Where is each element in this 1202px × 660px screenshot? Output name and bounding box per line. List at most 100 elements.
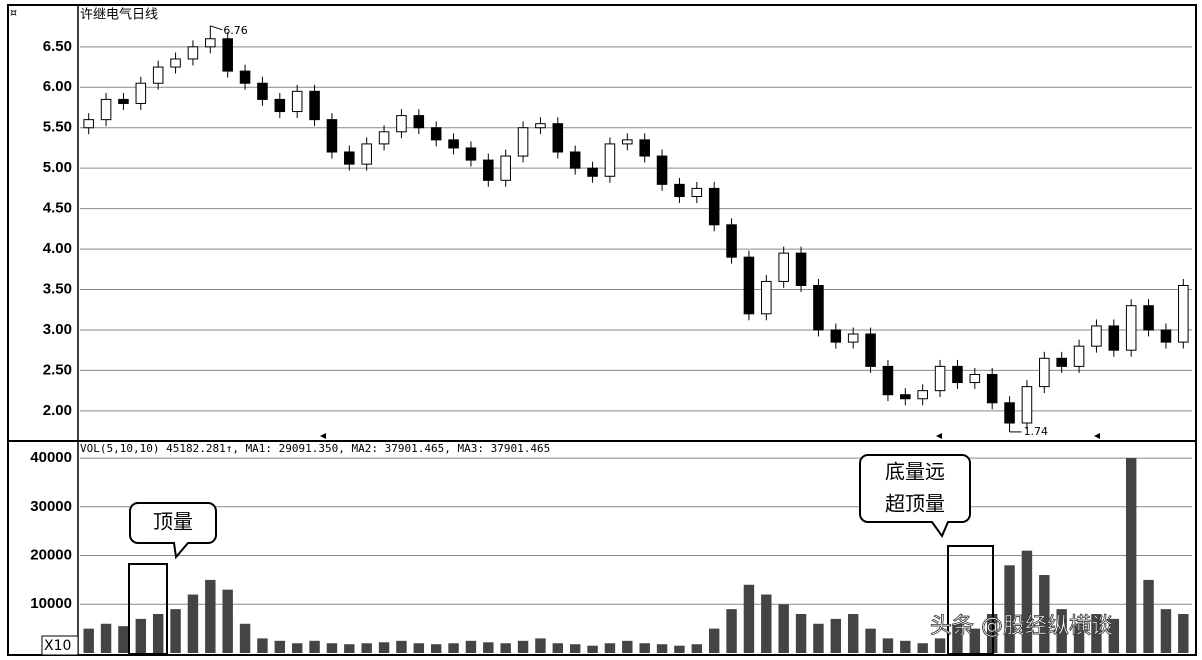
y-tick-label: 30000 xyxy=(30,498,72,515)
marker xyxy=(1094,433,1100,439)
candle-body xyxy=(778,252,789,282)
volume-bar xyxy=(83,628,94,653)
candle-body xyxy=(448,139,459,149)
volume-bar xyxy=(1056,609,1067,653)
volume-bar xyxy=(1073,623,1085,653)
candle-body xyxy=(639,139,650,157)
volume-bar xyxy=(135,618,147,653)
volume-bar xyxy=(761,594,772,653)
volume-bar xyxy=(952,623,963,653)
candle-body xyxy=(135,82,147,104)
volume-bar xyxy=(291,643,303,653)
y-tick-label: 2.50 xyxy=(43,361,72,378)
candle-body xyxy=(708,187,720,226)
volume-bar xyxy=(1021,550,1033,653)
y-tick-label: 2.00 xyxy=(43,402,72,419)
volume-bar xyxy=(1108,618,1120,653)
candle-body xyxy=(830,329,842,343)
candle-body xyxy=(622,139,633,145)
watermark: 头条 @股经纵横谈 xyxy=(930,614,1113,639)
volume-bar xyxy=(604,643,616,653)
candle-body xyxy=(483,159,494,181)
candle-body xyxy=(378,131,390,145)
candle-body xyxy=(274,98,286,113)
candle-body xyxy=(535,123,546,129)
volume-bar xyxy=(274,640,286,653)
candle-body xyxy=(969,373,981,384)
candle-body xyxy=(500,155,511,181)
volume-bar xyxy=(639,643,650,653)
corner-icon: ¤ xyxy=(10,6,17,19)
candle-body xyxy=(917,390,928,400)
candle-body xyxy=(1039,357,1050,388)
y-tick-label: 3.00 xyxy=(43,321,72,338)
volume-bar xyxy=(1143,579,1154,653)
candle-body xyxy=(569,151,581,169)
volume-bar xyxy=(813,623,824,653)
marker xyxy=(936,433,942,439)
volume-header: VOL(5,10,10) 45182.281↑, MA1: 29091.350,… xyxy=(80,442,550,455)
volume-bar xyxy=(378,642,390,653)
volume-bar xyxy=(430,644,442,653)
candle-body xyxy=(1178,284,1189,343)
candle-body xyxy=(552,123,564,153)
y-tick-label: 20000 xyxy=(30,547,72,564)
candle-body xyxy=(239,70,251,84)
candle-body xyxy=(761,280,772,315)
candle-body xyxy=(100,98,112,121)
volume-bar xyxy=(344,644,355,653)
candle-body xyxy=(83,119,94,129)
annotation: 底量远 xyxy=(885,460,945,484)
candle-body xyxy=(865,333,876,367)
volume-bar xyxy=(1091,614,1102,653)
candle-body xyxy=(1108,325,1120,351)
volume-bar xyxy=(1039,575,1050,653)
candle-body xyxy=(986,373,998,404)
y-tick-label: 4.50 xyxy=(43,200,72,217)
volume-bar xyxy=(656,644,668,653)
volume-bar xyxy=(239,623,251,653)
volume-bar xyxy=(1178,614,1189,653)
unit-box xyxy=(41,635,79,656)
candle-body xyxy=(1004,402,1015,424)
y-tick-label: 3.50 xyxy=(43,280,72,297)
chart-title: 许继电气日线 xyxy=(80,7,158,23)
candle-body xyxy=(726,224,737,258)
volume-bar xyxy=(152,614,164,653)
candle-body xyxy=(656,155,668,185)
volume-bar xyxy=(118,626,129,653)
candle-body xyxy=(882,365,894,396)
candle-body xyxy=(430,127,442,141)
volume-bar xyxy=(743,584,755,653)
candle-body xyxy=(326,119,338,153)
candle-body xyxy=(691,187,703,197)
candle-body xyxy=(291,90,303,113)
volume-bar xyxy=(100,623,112,653)
annotation: 顶量 xyxy=(153,510,193,534)
volume-bar xyxy=(674,645,685,653)
candle-body xyxy=(813,284,824,331)
volume-bar xyxy=(500,643,511,653)
candle-body xyxy=(587,167,598,177)
volume-bar xyxy=(552,643,564,653)
volume-bar xyxy=(170,609,181,653)
candle-body xyxy=(604,143,616,177)
volume-bar xyxy=(778,604,789,653)
volume-bar xyxy=(535,638,546,653)
y-tick-label: 4.00 xyxy=(43,240,72,257)
candle-body xyxy=(309,90,320,121)
candle-body xyxy=(1160,329,1172,343)
candle-body xyxy=(205,38,216,48)
volume-bar xyxy=(795,614,807,653)
marker xyxy=(320,433,326,439)
volume-bar xyxy=(1125,458,1137,653)
highlight-box xyxy=(947,545,994,655)
candle-body xyxy=(934,365,946,392)
annotation: 超顶量 xyxy=(885,492,945,516)
volume-bar xyxy=(830,618,842,653)
candle-body xyxy=(413,115,425,129)
label-leader xyxy=(210,25,223,31)
volume-bar xyxy=(483,642,494,653)
y-tick-label: 6.50 xyxy=(43,38,72,55)
